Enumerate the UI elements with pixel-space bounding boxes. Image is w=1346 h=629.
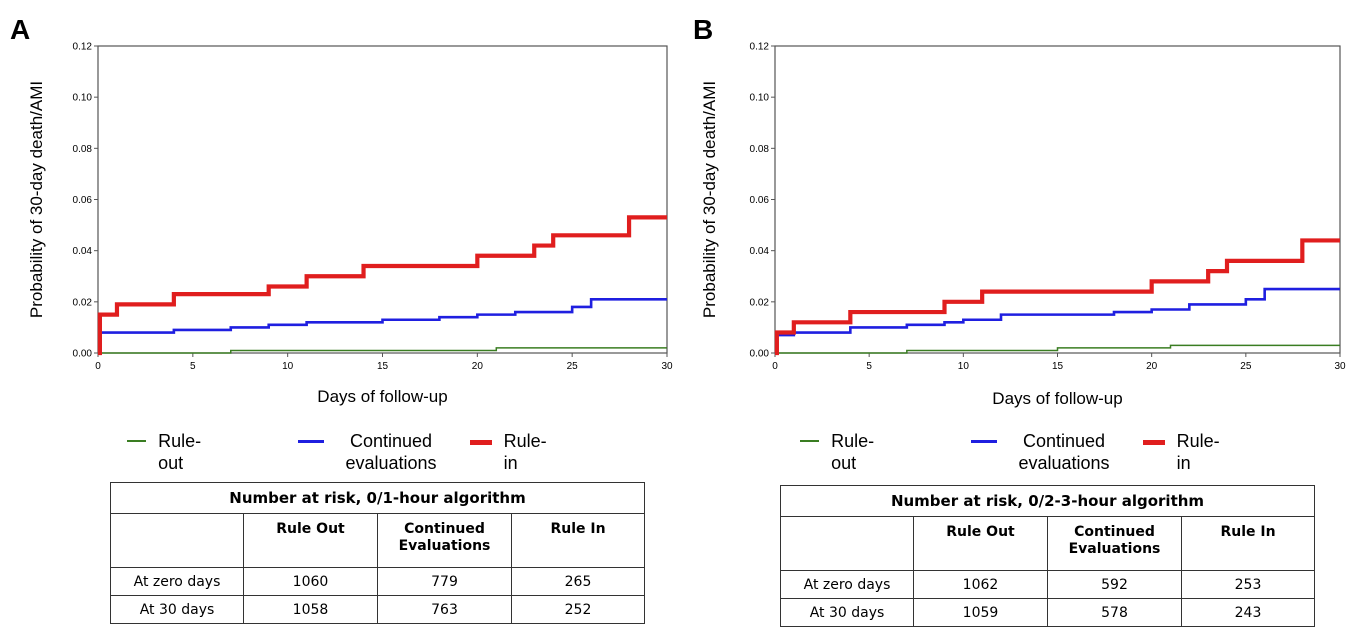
legend-swatch-continued [971,440,997,443]
x-tick-label: 20 [1146,361,1158,372]
table-cell: At zero days [780,570,914,599]
x-tick-label: 15 [1052,361,1064,372]
x-tick-label: 30 [1334,361,1346,372]
legend-item-rule-out: Rule-out [127,430,208,474]
plot-frame [774,45,1341,354]
panel-label: B [693,14,714,45]
x-tick-label: 20 [472,361,484,372]
table-header: Continued Evaluations [377,513,512,568]
panel-b: B 0.00 0.02 0.04 0.06 0.08 0.10 0.12 0 5 10 15 20 25… [673,0,1346,629]
y-tick-label: 0.10 [750,93,770,104]
x-tick-label: 10 [958,361,970,372]
legend-label: Rule-out [831,431,875,473]
table-cell: 252 [511,595,645,624]
legend-swatch-continued [298,440,324,443]
table-cell: 763 [377,595,512,624]
table-cell: 243 [1181,598,1315,627]
y-tick-label: 0.06 [750,195,770,206]
y-tick-label: 0.00 [750,349,770,360]
y-tick-label: 0.04 [750,246,770,257]
table-cell: At zero days [110,567,244,596]
table-row: At 30 days 1058 763 252 [110,595,645,624]
y-axis-label: Probability of 30-day death/AMI [700,81,719,318]
number-at-risk-table: Number at risk, 0/1-hour algorithm Rule … [110,482,645,624]
table-cell: 578 [1047,598,1182,627]
table-header: Rule In [1181,516,1315,571]
table-row: At zero days 1062 592 253 [780,570,1315,599]
table-cell: 1058 [243,595,378,624]
table-cell: 592 [1047,570,1182,599]
table-cell: 779 [377,567,512,596]
legend-item-rule-in: Rule-in [1143,430,1224,474]
table-cell: 1062 [913,570,1048,599]
table-cell: 1059 [913,598,1048,627]
table-cell: 253 [1181,570,1315,599]
y-tick-label: 0.04 [73,246,93,257]
legend-label: Rule-in [1176,431,1220,473]
x-tick-label: 25 [1240,361,1252,372]
legend-item-continued-evaluations: Continued evaluations [298,430,446,474]
panel-label: A [10,14,31,45]
x-tick-label: 25 [567,361,579,372]
x-tick-label: 0 [95,361,101,372]
legend-swatch-rule-in [1143,440,1165,445]
y-tick-label: 0.00 [73,349,93,360]
table-header [110,513,244,568]
series-line-rule-out [98,347,667,354]
panel-a: A 0.00 0.02 0.04 0.06 0.08 0.10 0.12 0 5 10 15 20 25… [10,14,673,624]
x-axis-label: Days of follow-up [317,387,447,406]
legend-swatch-rule-in [470,440,492,445]
x-tick-label: 5 [190,361,196,372]
series-line-rule-out [775,344,1340,354]
series-line-continued-evaluations [98,297,667,355]
table-cell: At 30 days [110,595,244,624]
legend-swatch-rule-out [800,440,820,442]
table-header: Rule Out [243,513,378,568]
x-tick-label: 10 [282,361,294,372]
legend-item-rule-out: Rule-out [800,430,881,474]
table-header [780,516,914,571]
table-title: Number at risk, 0/1-hour algorithm [110,482,645,514]
series-line-rule-in [97,215,667,356]
legend-label: Rule-out [158,431,202,473]
table-header: Continued Evaluations [1047,516,1182,571]
y-tick-label: 0.02 [73,297,93,308]
series-line-rule-in [774,238,1340,356]
legend-swatch-rule-out [127,440,147,442]
number-at-risk-table: Number at risk, 0/2-3-hour algorithm Rul… [780,485,1315,627]
legend-label: Continued evaluations [1018,431,1110,473]
series-line-continued-evaluations [775,287,1340,355]
table-header: Rule Out [913,516,1048,571]
table-cell: 1060 [243,567,378,596]
table-row: At zero days 1060 779 265 [110,567,645,596]
y-tick-label: 0.10 [73,93,93,104]
km-chart: 0.00 0.02 0.04 0.06 0.08 0.10 0.12 0 5 10 15 20 25 30… [27,42,673,407]
y-tick-label: 0.06 [73,195,93,206]
legend-item-rule-in: Rule-in [470,430,551,474]
table-cell: 265 [511,567,645,596]
y-tick-label: 0.12 [73,42,93,53]
y-axis-label: Probability of 30-day death/AMI [27,81,46,318]
x-tick-label: 15 [377,361,389,372]
x-axis-label: Days of follow-up [992,389,1122,408]
x-tick-label: 0 [772,361,778,372]
table-header: Rule In [511,513,645,568]
table-row: At 30 days 1059 578 243 [780,598,1315,627]
x-tick-label: 5 [866,361,872,372]
table-title: Number at risk, 0/2-3-hour algorithm [780,485,1315,517]
table-cell: At 30 days [780,598,914,627]
y-tick-label: 0.02 [750,297,770,308]
km-chart: 0.00 0.02 0.04 0.06 0.08 0.10 0.12 0 5 10 15 20 25 30… [700,42,1346,409]
x-tick-label: 30 [661,361,673,372]
legend-label: Rule-in [503,431,547,473]
y-tick-label: 0.08 [750,144,770,155]
y-tick-label: 0.12 [750,42,770,53]
legend-label: Continued evaluations [345,431,437,473]
y-tick-label: 0.08 [73,144,93,155]
legend-item-continued-evaluations: Continued evaluations [971,430,1119,474]
